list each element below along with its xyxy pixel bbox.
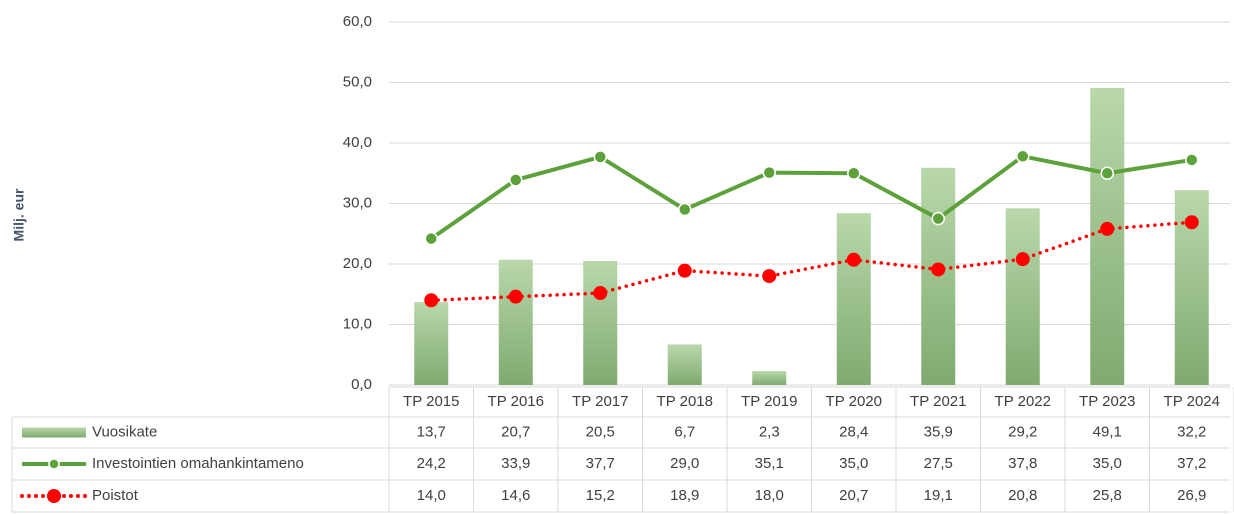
table-value: 25,8 — [1093, 487, 1122, 504]
marker — [1015, 252, 1030, 267]
bar — [667, 344, 702, 385]
legend-label: Investointien omahankintameno — [92, 455, 304, 472]
x-tick-label: TP 2024 — [1164, 393, 1220, 410]
table-value: 24,2 — [417, 455, 446, 472]
table-value: 15,2 — [586, 487, 615, 504]
marker — [593, 150, 607, 164]
marker — [1100, 221, 1115, 236]
marker — [677, 263, 692, 278]
table-value: 6,7 — [674, 423, 695, 440]
bar — [1005, 208, 1040, 385]
legend-marker — [47, 489, 61, 503]
table-value: 35,0 — [1093, 455, 1122, 472]
bar — [1090, 87, 1125, 385]
x-tick-label: TP 2018 — [657, 393, 713, 410]
marker — [424, 231, 438, 246]
series-line — [430, 154, 1193, 241]
marker — [1185, 153, 1199, 167]
marker — [931, 262, 946, 277]
table-value: 32,2 — [1177, 423, 1206, 440]
bar — [583, 260, 618, 385]
table-value: 37,2 — [1177, 455, 1206, 472]
table-value: 29,0 — [670, 455, 699, 472]
table-value: 28,4 — [839, 423, 868, 440]
table-value: 27,5 — [924, 455, 953, 472]
y-tick-label: 40,0 — [343, 134, 372, 151]
y-tick-label: 10,0 — [343, 315, 372, 332]
table-value: 37,8 — [1008, 455, 1037, 472]
x-tick-label: TP 2015 — [403, 393, 459, 410]
marker — [508, 289, 523, 304]
marker — [762, 269, 777, 284]
table-value: 29,2 — [1008, 423, 1037, 440]
table-value: 13,7 — [417, 423, 446, 440]
x-tick-label: TP 2022 — [995, 393, 1051, 410]
table-value: 35,9 — [924, 423, 953, 440]
y-axis-label: Milj. eur — [11, 188, 27, 241]
legend-marker — [48, 458, 60, 470]
table-value: 26,9 — [1177, 487, 1206, 504]
table-value: 20,7 — [839, 487, 868, 504]
marker — [593, 286, 608, 301]
legend-swatch — [22, 427, 86, 438]
table-value: 33,9 — [501, 455, 530, 472]
x-tick-label: TP 2017 — [572, 393, 628, 410]
bar — [752, 371, 787, 385]
x-tick-label: TP 2023 — [1079, 393, 1135, 410]
legend-label: Vuosikate — [92, 423, 157, 440]
y-tick-label: 0,0 — [351, 376, 372, 393]
table-value: 20,8 — [1008, 487, 1037, 504]
marker — [931, 211, 945, 226]
table-value: 19,1 — [924, 487, 953, 504]
table-value: 14,0 — [417, 487, 446, 504]
y-tick-label: 50,0 — [343, 73, 372, 90]
marker — [1100, 166, 1114, 180]
series-line — [429, 220, 1194, 303]
marker — [847, 166, 861, 180]
marker — [678, 202, 692, 217]
table-value: 18,0 — [755, 487, 784, 504]
x-tick-label: TP 2019 — [741, 393, 797, 410]
x-tick-label: TP 2016 — [488, 393, 544, 410]
table-value: 35,0 — [839, 455, 868, 472]
table-value: 49,1 — [1093, 423, 1122, 440]
x-tick-label: TP 2021 — [910, 393, 966, 410]
table-value: 2,3 — [759, 423, 780, 440]
marker — [846, 252, 861, 267]
table-value: 20,7 — [501, 423, 530, 440]
marker — [762, 165, 776, 180]
x-tick-label: TP 2020 — [826, 393, 882, 410]
table-value: 18,9 — [670, 487, 699, 504]
y-tick-label: 60,0 — [343, 13, 372, 30]
legend-label: Poistot — [92, 487, 139, 504]
table-value: 35,1 — [755, 455, 784, 472]
table-value: 20,5 — [586, 423, 615, 440]
bar — [836, 213, 871, 385]
y-tick-label: 30,0 — [343, 194, 372, 211]
table-value: 37,7 — [586, 455, 615, 472]
y-tick-label: 20,0 — [343, 255, 372, 272]
marker — [1016, 149, 1030, 164]
marker — [509, 173, 523, 187]
marker — [424, 293, 439, 308]
table-value: 14,6 — [501, 487, 530, 504]
bar — [414, 302, 449, 385]
bar — [498, 259, 533, 385]
marker — [1184, 215, 1199, 230]
